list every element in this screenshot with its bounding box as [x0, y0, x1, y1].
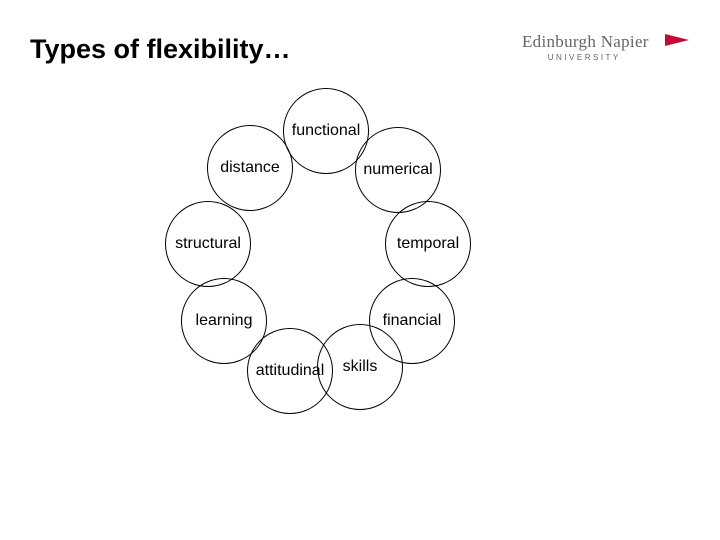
- logo-main-text: Edinburgh Napier: [522, 32, 649, 52]
- page-title: Types of flexibility…: [30, 34, 291, 65]
- node-label: structural: [175, 235, 241, 253]
- node-label: numerical: [363, 161, 432, 179]
- node-label: functional: [292, 122, 361, 140]
- node-label: financial: [383, 312, 442, 330]
- node-label: attitudinal: [256, 362, 325, 380]
- node-structural: structural: [165, 201, 251, 287]
- page-title-text: Types of flexibility…: [30, 34, 291, 64]
- node-label: distance: [220, 159, 280, 177]
- logo-triangle-icon: [665, 34, 689, 46]
- node-distance: distance: [207, 125, 293, 211]
- node-temporal: temporal: [385, 201, 471, 287]
- node-label: skills: [343, 358, 378, 376]
- node-label: learning: [196, 312, 253, 330]
- logo-sub-text: UNIVERSITY: [522, 53, 621, 62]
- node-learning: learning: [181, 278, 267, 364]
- university-logo: Edinburgh Napier UNIVERSITY: [522, 32, 649, 62]
- node-label: temporal: [397, 235, 459, 253]
